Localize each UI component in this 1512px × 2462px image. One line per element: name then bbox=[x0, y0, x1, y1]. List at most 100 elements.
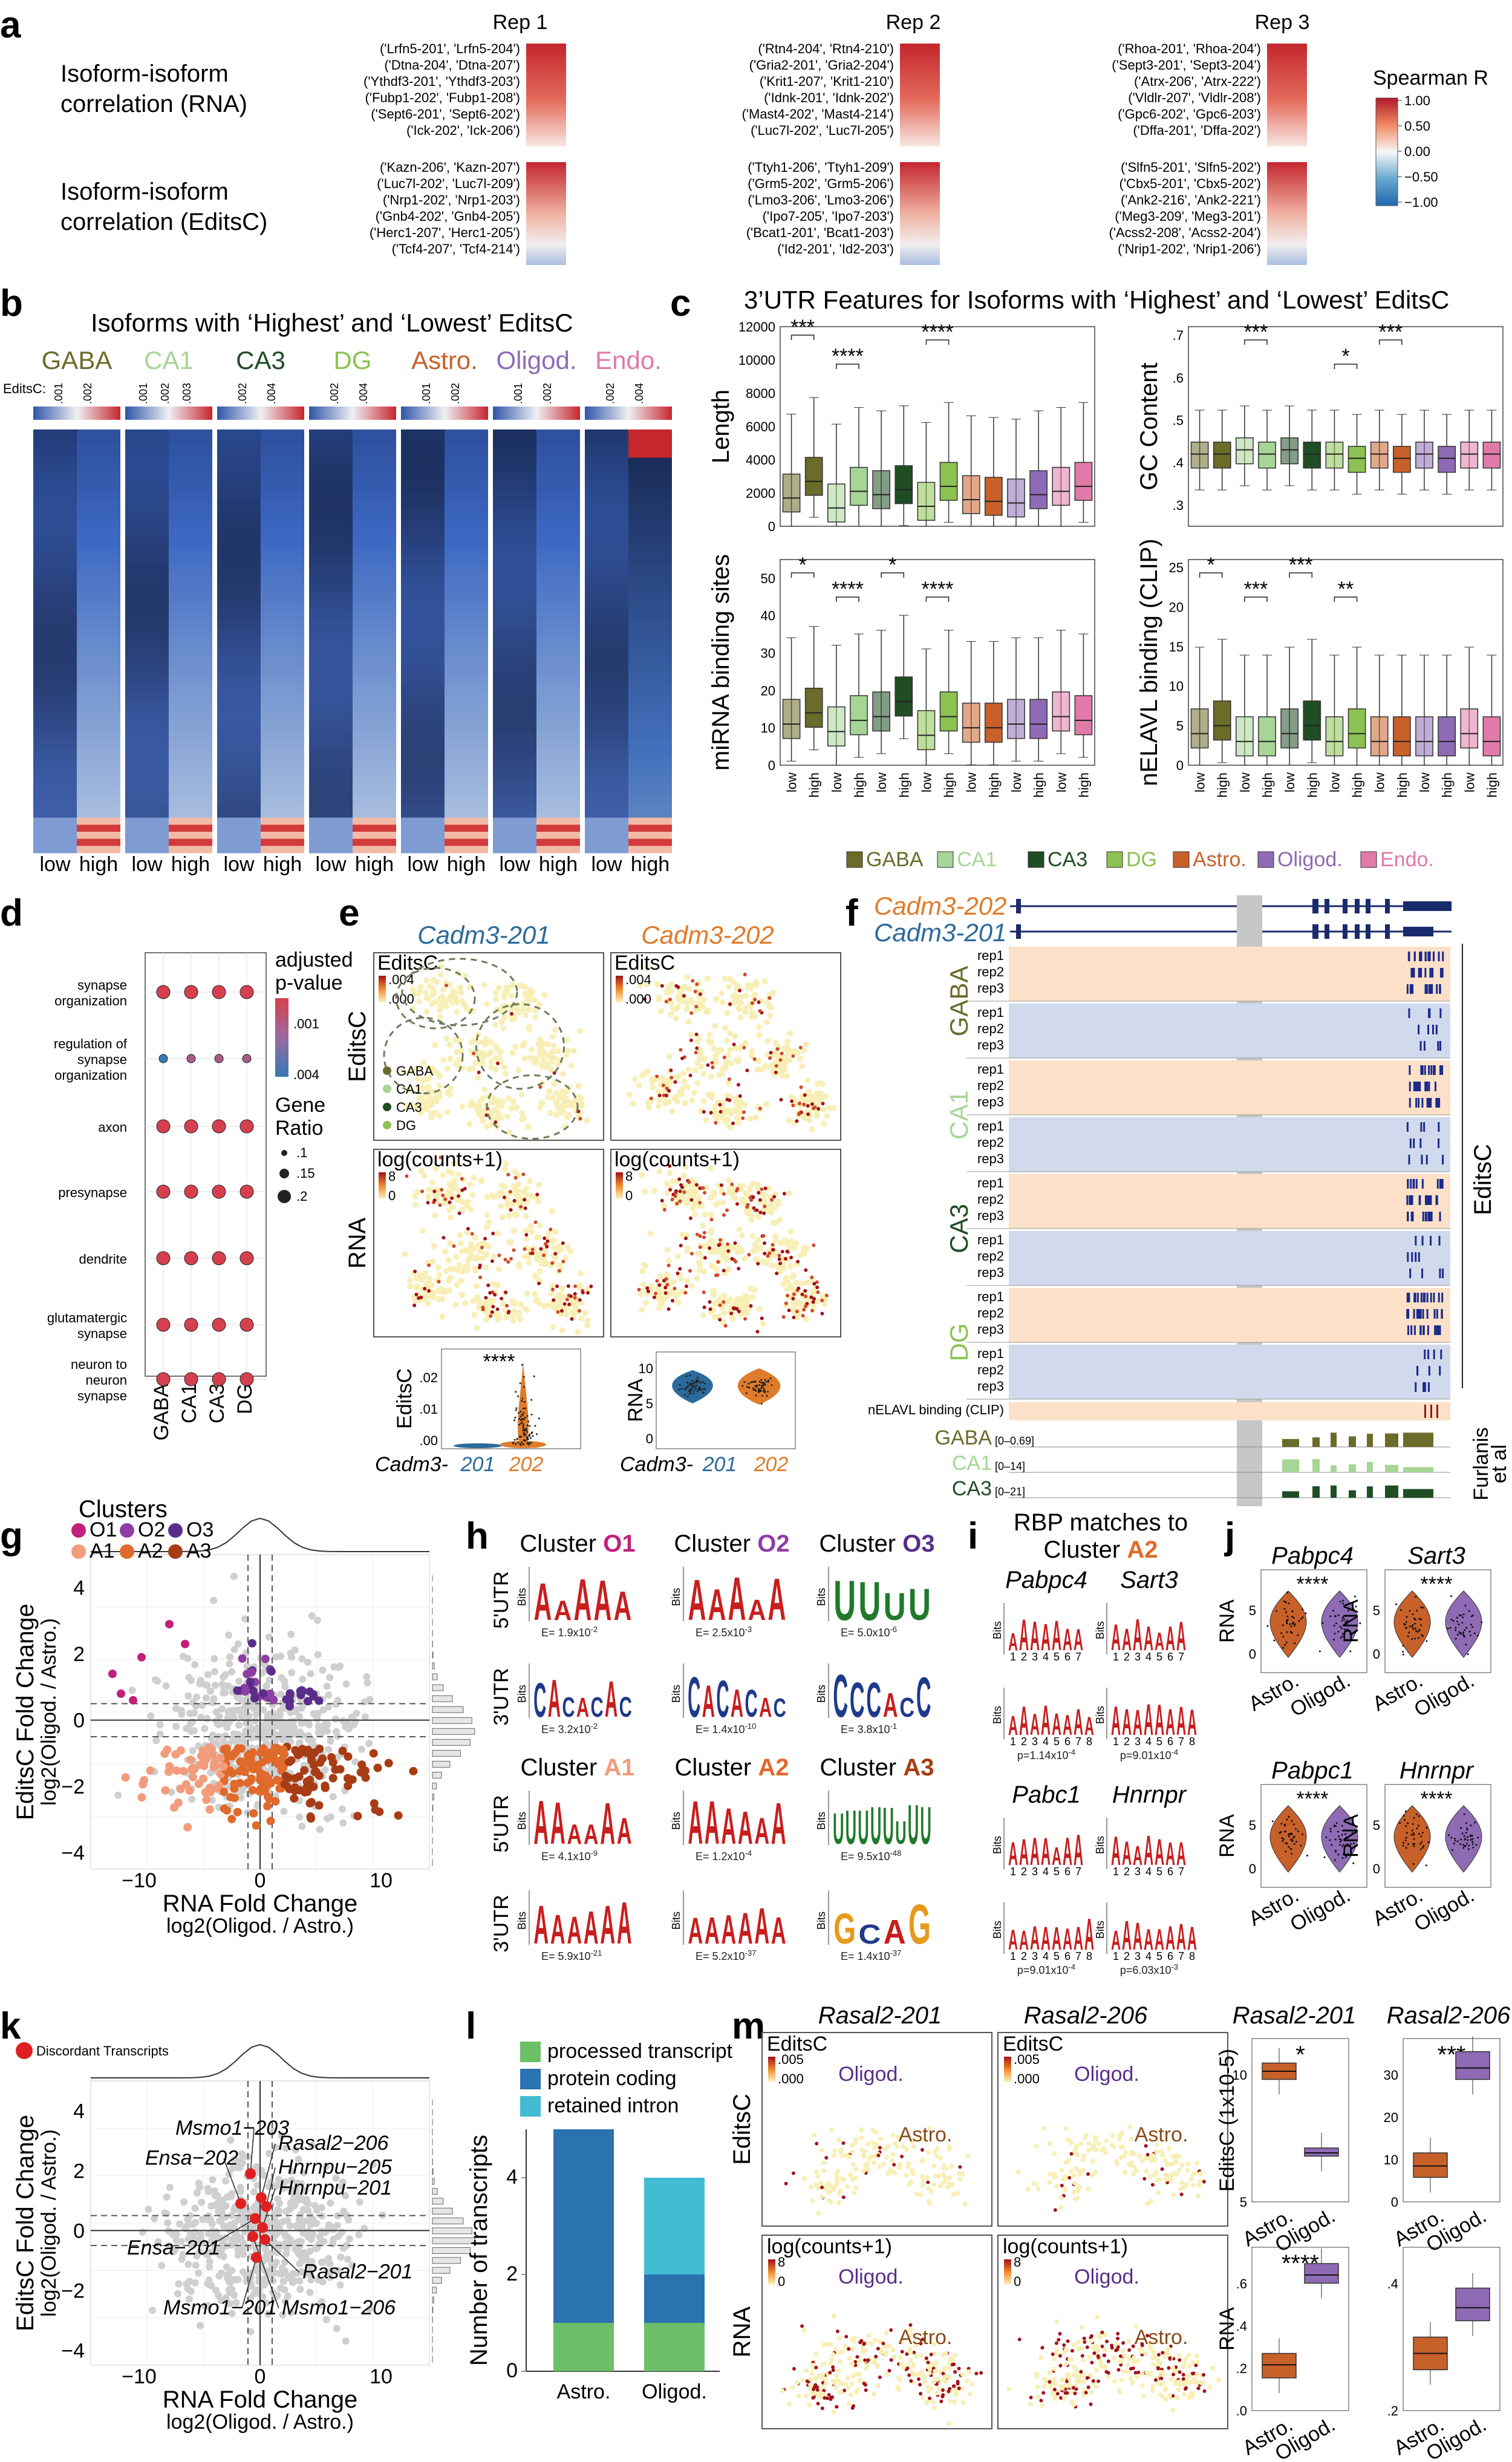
e-violin-point bbox=[525, 1428, 527, 1430]
b-heat-cell bbox=[536, 676, 580, 684]
b-heat-cell bbox=[261, 711, 304, 719]
b-heat-cell bbox=[585, 789, 628, 797]
e-umap-cell bbox=[709, 1262, 715, 1269]
b-heat-cell bbox=[217, 838, 261, 846]
c-box bbox=[1052, 466, 1070, 506]
e-umap-hot-cell bbox=[732, 1042, 736, 1047]
h-cluster-title: Cluster O2 bbox=[674, 1530, 789, 1557]
e-umap-cell bbox=[656, 1103, 662, 1109]
b-heat-cell bbox=[401, 443, 445, 451]
b-heat-cell bbox=[401, 705, 445, 713]
e-umap-cell bbox=[437, 1004, 444, 1010]
e-umap-cell bbox=[481, 1053, 488, 1059]
b-heat-cell bbox=[33, 451, 77, 459]
f-exon bbox=[1016, 924, 1021, 939]
e-umap-cell bbox=[526, 1259, 532, 1266]
e-umap-cell bbox=[546, 1230, 552, 1237]
b-heat-cell bbox=[309, 648, 353, 656]
b-heat-cell bbox=[261, 846, 304, 854]
f-edit-site bbox=[1424, 1350, 1426, 1359]
c-box bbox=[1007, 478, 1025, 518]
e-umap-cell bbox=[780, 1072, 786, 1079]
f-edit-site bbox=[1410, 1195, 1412, 1205]
b-heat-cell bbox=[77, 648, 120, 656]
e-umap-hot-cell bbox=[803, 1288, 807, 1293]
d-axes-frame bbox=[145, 952, 267, 1377]
e-umap-hot-cell bbox=[412, 1304, 417, 1308]
b-heat-cell bbox=[585, 457, 628, 465]
e-violin-point bbox=[746, 1386, 748, 1388]
e-umap-hot-cell bbox=[550, 1287, 555, 1291]
e-umap-hot-cell bbox=[655, 1279, 659, 1283]
e-umap-cell bbox=[403, 1102, 410, 1109]
e-umap-cell bbox=[498, 1203, 504, 1209]
f-rep-label: rep2 bbox=[977, 964, 1004, 979]
b-heat-cell bbox=[261, 690, 304, 698]
b-heat-cell bbox=[585, 634, 628, 642]
b-heat-cell bbox=[33, 613, 77, 621]
scatter-point bbox=[277, 1690, 285, 1698]
i-logo-letter: A bbox=[1133, 1703, 1142, 1743]
e-violin-point bbox=[527, 1420, 530, 1423]
scatter-point bbox=[210, 1655, 218, 1663]
c-box bbox=[1029, 470, 1048, 509]
scatter-point bbox=[296, 1813, 304, 1821]
h-logo-letter: A bbox=[600, 1791, 615, 1856]
e-umap-hot-cell bbox=[674, 984, 679, 988]
e-umap-cell bbox=[506, 1212, 513, 1219]
b-heat-cell bbox=[401, 478, 445, 486]
e-umap-cell bbox=[688, 1031, 695, 1038]
i-logo-pos: 1 bbox=[1010, 1866, 1016, 1878]
e-umap-cell bbox=[532, 1298, 539, 1304]
b-heat-cell bbox=[353, 584, 396, 592]
b-heat-cell bbox=[309, 705, 353, 713]
e-umap-hot-cell bbox=[689, 1252, 694, 1256]
b-xlabel-high: high bbox=[171, 853, 210, 876]
b-heat-cell bbox=[309, 507, 353, 515]
b-heat-cell bbox=[309, 549, 353, 557]
e-umap-cell bbox=[645, 1105, 652, 1111]
e-umap-cell bbox=[674, 1253, 681, 1259]
e-umap-cell bbox=[478, 1177, 484, 1184]
f-edit-site bbox=[1434, 1082, 1436, 1091]
a-legend-ticks: 1.000.500.00−0.50−1.00 bbox=[1398, 93, 1438, 210]
e-umap-cell bbox=[541, 1249, 547, 1255]
g-point-A bbox=[309, 1782, 318, 1791]
e-umap-cell bbox=[789, 1286, 796, 1293]
h-bits-label: Bits bbox=[670, 1685, 682, 1703]
b-heat-cell bbox=[33, 627, 77, 635]
e-umap-cell bbox=[817, 1096, 824, 1103]
e-umap-cell bbox=[447, 1180, 454, 1187]
e-umap-cell bbox=[495, 1266, 502, 1273]
e-umap-cell bbox=[428, 1001, 435, 1007]
g-point-A bbox=[394, 1811, 403, 1820]
f-clip-peak bbox=[1424, 1405, 1426, 1418]
c-xlabel: low bbox=[1009, 772, 1024, 792]
c-box bbox=[1392, 446, 1411, 473]
f-edit-site bbox=[1440, 1179, 1442, 1189]
b-heat-cell bbox=[125, 451, 169, 459]
c-box bbox=[1460, 708, 1479, 749]
b-heat-cell bbox=[585, 436, 628, 444]
e-umap-cell bbox=[578, 1315, 584, 1322]
h-cluster-title: Cluster A3 bbox=[820, 1754, 934, 1781]
scatter-point bbox=[224, 1631, 232, 1639]
e-violin-point bbox=[515, 1391, 517, 1393]
h-logo-letter: C bbox=[899, 1692, 914, 1723]
f-rep-label: rep3 bbox=[977, 1265, 1004, 1280]
g-point-A bbox=[269, 1751, 278, 1760]
b-heat-cell bbox=[353, 457, 396, 465]
e-umap-hot-cell bbox=[565, 1298, 569, 1302]
e-umap-cell bbox=[520, 1188, 526, 1195]
scatter-point bbox=[156, 1730, 164, 1738]
e-umap-cell bbox=[745, 984, 751, 991]
b-heat-cell bbox=[493, 493, 536, 501]
b-heat-cell bbox=[445, 557, 488, 564]
scatter-point bbox=[324, 1720, 331, 1728]
e-umap-hot-cell bbox=[549, 1227, 553, 1232]
b-heat-cell bbox=[217, 832, 261, 840]
h-logo-letter: A bbox=[617, 1811, 632, 1852]
f-edit-site bbox=[1415, 1236, 1417, 1246]
e-umap-cell bbox=[495, 1282, 501, 1288]
